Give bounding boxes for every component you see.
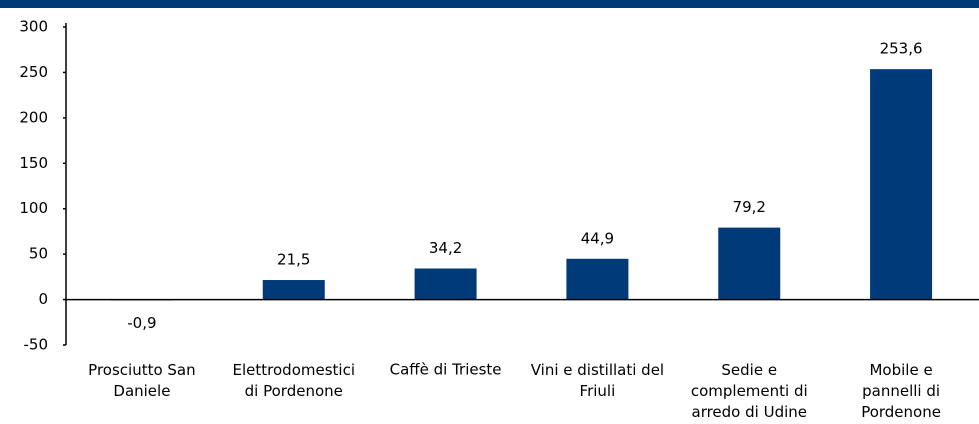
bar: [718, 227, 781, 300]
y-tick-label: 0: [38, 290, 48, 308]
bar: [870, 69, 933, 300]
x-tick-label: Prosciutto San Daniele: [88, 361, 195, 400]
bar: [262, 280, 325, 300]
x-tick-label: Elettrodomestici di Pordenone: [233, 361, 355, 400]
value-label: -0,9: [127, 314, 156, 332]
y-tick-label: 300: [19, 18, 48, 36]
value-label: 44,9: [581, 229, 614, 247]
y-tick-label: 250: [19, 63, 48, 81]
value-label: 21,5: [277, 251, 310, 269]
header-band: [0, 0, 979, 8]
x-tick-label: Vini e distillati del Friuli: [531, 361, 664, 400]
y-tick-label: 100: [19, 199, 48, 217]
x-tick-label: Sedie e complementi di arredo di Udine: [691, 361, 808, 421]
value-label: 34,2: [429, 239, 462, 257]
y-tick-label: 50: [29, 245, 48, 263]
value-label: 79,2: [733, 198, 766, 216]
x-tick-label: Caffè di Trieste: [390, 361, 502, 379]
bar: [566, 258, 629, 300]
y-tick-label: -50: [24, 336, 49, 354]
y-tick-label: 150: [19, 154, 48, 172]
x-tick-label: Mobile e pannelli di Pordenone: [861, 361, 941, 421]
value-label: 253,6: [880, 40, 923, 58]
bar: [414, 268, 477, 300]
y-tick-label: 200: [19, 108, 48, 126]
